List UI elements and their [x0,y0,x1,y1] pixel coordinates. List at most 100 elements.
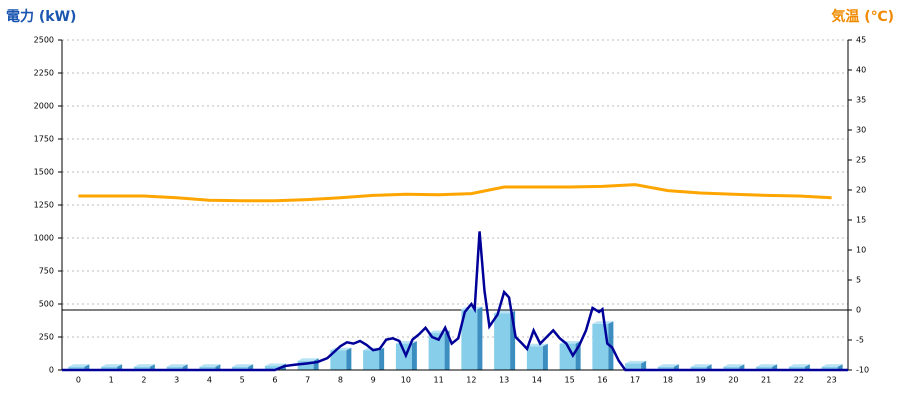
bar [821,366,838,370]
x-tick-label: 7 [305,376,310,385]
x-tick-label: 4 [207,376,212,385]
bar-side [673,364,679,370]
bar-side [149,364,155,370]
bar-top [821,364,843,367]
bar [264,366,281,370]
bar [494,313,511,370]
bar-side [248,364,254,370]
bar [166,366,183,370]
bar-side [346,347,352,370]
bar-side [772,364,778,370]
left-axis-title: 電力 (kW) [6,8,76,25]
y2-tick-label: 45 [856,36,866,45]
x-tick-label: 18 [663,376,673,385]
y2-tick-label: -5 [856,336,864,345]
bar-side [641,360,647,370]
bar [133,366,150,370]
bar [232,366,249,370]
x-tick-label: 10 [401,376,411,385]
bar-side [477,306,483,370]
y2-tick-label: 10 [856,246,866,255]
y-tick-label: 250 [39,333,54,342]
x-tick-label: 17 [630,376,640,385]
y-tick-label: 2000 [34,102,54,111]
bar-side [706,364,712,370]
x-tick-label: 9 [371,376,376,385]
bar-top [756,364,778,367]
bar-top [166,364,188,367]
bar-top [101,364,123,367]
x-tick-label: 8 [338,376,343,385]
x-tick-label: 1 [109,376,114,385]
x-tick-label: 22 [794,376,804,385]
bar-side [182,364,188,370]
bar-top [526,343,548,347]
x-tick-label: 0 [76,376,81,385]
bar [68,366,85,370]
bar-side [411,341,417,370]
y-tick-label: 1750 [34,135,54,144]
bar [559,343,576,370]
y2-tick-label: 15 [856,216,866,225]
bar-side [804,364,810,370]
x-tick-label: 20 [728,376,738,385]
bar-side [542,343,548,370]
bar-top [723,364,745,367]
y-tick-label: 1000 [34,234,54,243]
bar [199,366,216,370]
bar-top [68,364,90,367]
bar-side [84,364,90,370]
x-tick-label: 5 [240,376,245,385]
bar [461,309,478,370]
bar [625,363,642,370]
y2-tick-label: 35 [856,96,866,105]
x-tick-label: 14 [532,376,542,385]
x-tick-label: 21 [761,376,771,385]
bar-top [788,364,810,367]
x-tick-label: 12 [466,376,476,385]
bar-side [739,364,745,370]
bar [723,366,740,370]
x-tick-label: 2 [141,376,146,385]
bar-side [215,364,221,370]
bar-side [117,364,123,370]
bar [428,333,445,370]
x-tick-label: 3 [174,376,179,385]
bar-top [657,364,679,367]
bar [592,323,609,370]
x-tick-label: 15 [565,376,575,385]
y-tick-label: 1500 [34,168,54,177]
y2-tick-label: 20 [856,186,866,195]
y2-tick-label: 40 [856,66,866,75]
y2-tick-label: 30 [856,126,866,135]
x-tick-label: 16 [597,376,607,385]
bar [756,366,773,370]
x-tick-label: 6 [272,376,277,385]
power-line [62,231,848,372]
right-axis-title: 気温 (℃) [831,8,894,25]
x-tick-label: 11 [434,376,444,385]
y-tick-label: 2500 [34,36,54,45]
y-tick-label: 0 [49,366,54,375]
bar [297,360,314,370]
x-tick-label: 23 [827,376,837,385]
temperature-line [78,183,832,203]
y2-tick-label: 25 [856,156,866,165]
y2-tick-label: 0 [856,306,861,315]
bar-side [379,347,385,370]
bar-top [199,364,221,367]
bar [788,366,805,370]
bar [657,366,674,370]
bar-top [264,363,286,367]
y2-tick-label: -10 [856,366,869,375]
bar-top [297,358,319,361]
y-tick-label: 750 [39,267,54,276]
bar-side [837,364,843,370]
bar-top [133,364,155,367]
x-tick-label: 19 [696,376,706,385]
bar [101,366,118,370]
bar-side [444,330,450,370]
bar [690,366,707,370]
bar [363,350,380,370]
